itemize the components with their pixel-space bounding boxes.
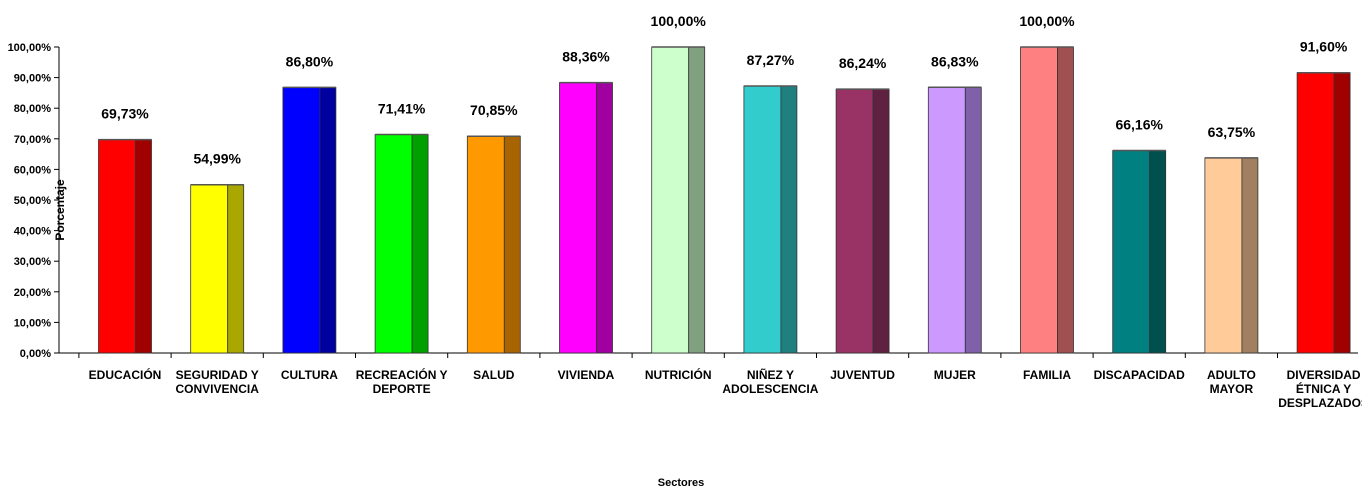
bar-front	[1204, 157, 1243, 354]
bar-side	[411, 134, 429, 354]
bar-side	[135, 139, 152, 354]
bar-side	[688, 46, 706, 354]
x-axis-label: Sectores	[657, 477, 705, 489]
y-axis-label: Porcentaje	[53, 179, 67, 241]
value-labels: 69,73% 54,99% 86,80% 71,41% 70,85% 88,36% 100,…	[101, 13, 1348, 167]
bar-side	[1057, 46, 1074, 354]
bar-side	[780, 85, 798, 354]
bar-front	[466, 135, 505, 354]
value-label: 71,41%	[378, 100, 426, 116]
y-tick-label: 0,00%	[20, 348, 51, 360]
bar-side	[596, 82, 613, 354]
value-label: 66,16%	[1115, 117, 1163, 133]
y-tick-label: 60,00%	[14, 164, 52, 176]
y-tick-label: 100,00%	[8, 42, 52, 54]
category-label: NIÑEZ Y ADOLESCENCIA	[722, 368, 819, 396]
category-label: MUJER	[933, 368, 976, 382]
y-axis: 0,00% 10,00% 20,00% 30,00% 40,00% 50,00% 60,00…	[8, 42, 1358, 360]
bar-side	[1333, 72, 1351, 354]
y-tick-label: 90,00%	[14, 73, 52, 85]
category-label: CULTURA	[280, 368, 338, 382]
value-label: 69,73%	[101, 106, 149, 122]
value-label: 70,85%	[470, 102, 518, 118]
bar-front	[1020, 46, 1058, 354]
bar-front	[374, 134, 413, 354]
bar-front	[835, 88, 874, 354]
y-tick-label: 50,00%	[14, 195, 52, 207]
bar-side	[1241, 157, 1259, 354]
bar-side	[319, 86, 337, 354]
bar-front	[559, 82, 597, 354]
value-label: 86,24%	[839, 55, 887, 71]
value-label: 63,75%	[1208, 124, 1256, 140]
bar-front	[927, 86, 966, 354]
bar-front	[98, 139, 136, 354]
category-label: VIVIENDA	[557, 368, 615, 382]
category-label: EDUCACIÓN	[88, 368, 162, 382]
value-label: 100,00%	[651, 13, 707, 29]
category-label: RECREACIÓN Y DEPORTE	[355, 368, 448, 396]
bar-side	[964, 86, 982, 354]
category-label: SEGURIDAD Y CONVIVENCIA	[175, 368, 259, 396]
category-label: NUTRICIÓN	[644, 368, 712, 382]
y-tick-label: 20,00%	[14, 287, 52, 299]
value-label: 91,60%	[1300, 39, 1348, 55]
category-label: DIVERSIDAD ÉTNICA Y DESPLAZADOS	[1278, 368, 1362, 410]
bar-front	[1112, 150, 1151, 354]
y-tick-label: 30,00%	[14, 256, 52, 268]
category-label: ADULTO MAYOR	[1206, 368, 1256, 396]
bar-side	[227, 184, 245, 354]
bar-side	[503, 135, 521, 354]
y-tick-label: 70,00%	[14, 134, 52, 146]
bar-front	[743, 85, 782, 354]
value-label: 87,27%	[747, 52, 795, 68]
y-tick-label: 80,00%	[14, 103, 52, 115]
bar-front	[1296, 72, 1335, 354]
value-label: 88,36%	[562, 49, 610, 65]
category-label: SALUD	[473, 368, 515, 382]
bar-side	[872, 88, 890, 354]
category-label: JUVENTUD	[830, 368, 895, 382]
bar-front	[651, 46, 690, 354]
y-tick-label: 10,00%	[14, 317, 52, 329]
y-tick-label: 40,00%	[14, 226, 52, 238]
bar-front	[282, 86, 321, 354]
category-label: FAMILIA	[1023, 368, 1071, 382]
bar-side	[1149, 150, 1167, 354]
bar-front	[190, 184, 229, 354]
category-label: DISCAPACIDAD	[1093, 368, 1185, 382]
value-label: 86,80%	[286, 53, 334, 69]
value-label: 86,83%	[931, 53, 979, 69]
bars	[98, 46, 1351, 354]
value-label: 54,99%	[193, 151, 241, 167]
value-label: 100,00%	[1019, 13, 1075, 29]
